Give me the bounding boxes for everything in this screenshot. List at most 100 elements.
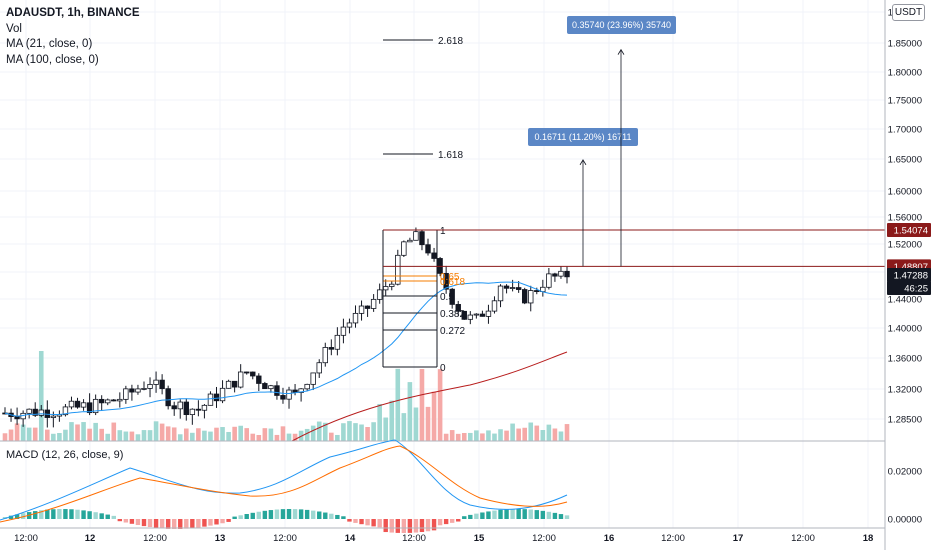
- candle-body: [431, 252, 437, 259]
- candle-body: [401, 241, 407, 256]
- target-projections[interactable]: 0.16711 (11.20%) 16711 0.35740 (23.96%) 3…: [528, 16, 676, 267]
- candle-body: [376, 289, 383, 300]
- volume-bar: [286, 433, 292, 441]
- ma100-indicator-label[interactable]: MA (100, close, 0): [6, 53, 99, 66]
- volume-bar: [171, 427, 177, 441]
- candle-body: [407, 239, 413, 243]
- macd-histogram-bar: [57, 509, 62, 519]
- volume-bar: [449, 430, 455, 441]
- macd-histogram-bar: [250, 512, 255, 519]
- macd-histogram-bar: [443, 519, 449, 525]
- price-tag-box: [887, 268, 931, 282]
- volume-bar: [528, 422, 534, 441]
- horizontal-lines[interactable]: [0, 229, 885, 442]
- macd-histogram-bar: [395, 519, 400, 533]
- moving-averages: [4, 281, 568, 442]
- candle-body: [546, 273, 552, 288]
- price-tick-label: 1.80000: [888, 68, 922, 79]
- volume-bar: [365, 427, 370, 441]
- macd-histogram-bar: [292, 509, 298, 519]
- volume-bar: [190, 432, 195, 441]
- volume-bar: [202, 430, 207, 441]
- candle-body: [231, 380, 238, 388]
- candle-body: [280, 395, 286, 400]
- macd-histogram-bar: [286, 509, 292, 519]
- volume-bar: [135, 434, 141, 441]
- macd-histogram-bar: [317, 511, 322, 519]
- candle-body: [256, 375, 262, 384]
- target-arrow-head: [579, 159, 587, 166]
- macd-histogram-bar: [456, 519, 461, 522]
- macd-histogram-bar: [165, 519, 171, 529]
- currency-button[interactable]: USDT: [892, 4, 925, 21]
- macd-indicator-label[interactable]: MACD (12, 26, close, 9): [6, 449, 124, 461]
- macd-histogram-bar: [401, 519, 407, 533]
- time-tick-label: 14: [345, 533, 356, 544]
- fibonacci-extension[interactable]: 2.618 1.618 1 0.650.618 0.5 0.382 0.272 0: [382, 36, 465, 374]
- macd-histogram-bar: [45, 509, 50, 519]
- chart-legend: ADAUSDT, 1h, BINANCE Vol MA (21, close, …: [6, 6, 140, 68]
- volume-bar: [316, 421, 322, 441]
- volume-bars: [2, 351, 570, 441]
- candle-body: [68, 400, 75, 408]
- macd-histogram-bar: [111, 515, 116, 519]
- candle-body: [395, 254, 401, 285]
- macd-histogram-bar: [504, 509, 509, 519]
- macd-histogram-bar: [558, 514, 564, 519]
- price-tag-label: 46:25: [904, 284, 928, 295]
- candle-body: [141, 388, 147, 390]
- macd-histogram-bar: [99, 513, 104, 519]
- volume-bar: [455, 433, 461, 441]
- volume-bar: [268, 428, 274, 441]
- volume-bar: [504, 430, 509, 441]
- macd-histogram-bar: [304, 509, 310, 519]
- macd-histogram-bar: [93, 512, 98, 519]
- vol-indicator-label[interactable]: Vol: [6, 22, 22, 35]
- volume-bar: [63, 429, 68, 441]
- price-tag-box: [887, 223, 931, 238]
- macd-histogram-bar: [208, 519, 213, 526]
- volume-bar: [492, 433, 497, 441]
- candle-body: [50, 415, 57, 418]
- macd-histogram-bar: [371, 519, 376, 527]
- volume-bar: [498, 429, 503, 441]
- macd-histogram-bar: [546, 511, 552, 519]
- macd-histogram-bar: [20, 513, 26, 519]
- candle-body: [244, 371, 250, 374]
- macd-histogram-bar: [14, 514, 20, 519]
- macd-histogram-bar: [202, 519, 207, 527]
- price-tag-label: 1.48807: [894, 262, 928, 273]
- volume-bar: [468, 432, 473, 441]
- volume-bar: [280, 426, 286, 441]
- candle-body: [250, 371, 256, 377]
- candle-body: [14, 416, 20, 420]
- macd-histogram-bar: [141, 519, 147, 527]
- macd-histogram-bar: [474, 513, 479, 519]
- volume-bar: [129, 431, 135, 441]
- volume-bar: [558, 431, 564, 441]
- volume-bar: [395, 368, 401, 441]
- volume-bar: [389, 400, 395, 441]
- candle-body: [352, 312, 359, 324]
- candle-body: [479, 313, 486, 317]
- price-tick-label: 1.75000: [888, 96, 922, 107]
- volume-bar: [8, 429, 14, 441]
- volume-bar: [274, 434, 280, 441]
- candle-body: [189, 408, 196, 416]
- candle-body: [467, 314, 474, 320]
- volume-bar: [534, 425, 540, 441]
- symbol-title[interactable]: ADAUSDT, 1h, BINANCE: [6, 7, 140, 19]
- volume-bar: [26, 427, 32, 441]
- candle-body: [455, 304, 461, 312]
- macd-histogram-bar: [528, 509, 533, 519]
- volume-bar: [99, 428, 104, 441]
- ma21-indicator-label[interactable]: MA (21, close, 0): [6, 38, 93, 50]
- volume-bar: [141, 430, 147, 441]
- price-tick-label: 1.65000: [888, 155, 922, 166]
- volume-bar: [153, 421, 159, 441]
- macd-histogram-bar: [534, 510, 539, 519]
- candle-body: [262, 383, 268, 390]
- volume-bar: [93, 422, 98, 441]
- macd-histogram-bar: [431, 519, 437, 531]
